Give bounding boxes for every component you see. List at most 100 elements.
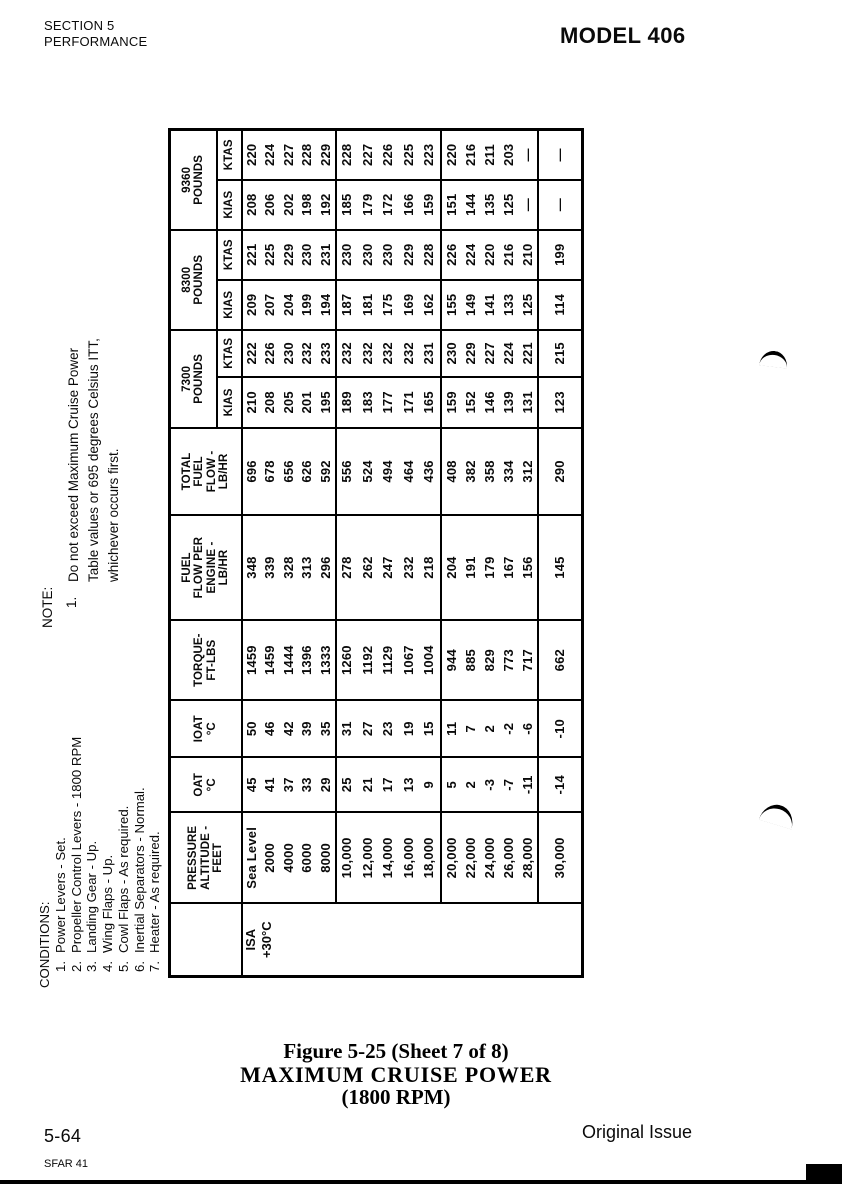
table-cell: 226 224 220 216 210 <box>440 229 538 280</box>
header-kias-9360: KIAS <box>216 179 242 230</box>
table-cell: -14 <box>537 757 583 813</box>
figure-title: MAXIMUM CRUISE POWER <box>240 1062 552 1087</box>
header-ktas-9360: KTAS <box>216 129 242 180</box>
header-kias-8300: KIAS <box>216 279 242 330</box>
condition-text: Landing Gear - Up. <box>84 840 100 953</box>
table-cell: 185 179 172 166 159 <box>336 179 441 230</box>
table-cell: 278 262 247 232 218 <box>336 515 441 621</box>
footer-page-number: 5-64 <box>44 1126 82 1146</box>
header-7300-pounds: 7300 POUNDS <box>169 329 217 428</box>
header-kias-7300: KIAS <box>216 376 242 428</box>
table-cell: -10 <box>537 700 583 758</box>
table-cell: 696 678 656 626 592 <box>241 427 336 515</box>
table-cell: 222 226 230 232 233 <box>241 329 336 377</box>
section-title: PERFORMANCE <box>44 34 148 49</box>
table-cell: 209 207 204 199 194 <box>241 279 336 330</box>
condition-number: 5. <box>115 961 131 972</box>
table-cell: 114 <box>537 279 583 330</box>
table-cell: 204 191 179 167 156 <box>440 515 538 621</box>
table-cell: 20,000 22,000 24,000 26,000 28,000 <box>440 812 538 904</box>
table-cell: 348 339 328 313 296 <box>241 515 336 621</box>
table-cell: 30,000 <box>537 812 583 904</box>
scan-edge-bar <box>0 1180 842 1184</box>
table-cell: 290 <box>537 427 583 515</box>
condition-number: 3. <box>84 961 100 972</box>
table-cell: 187 181 175 169 162 <box>336 279 441 330</box>
condition-number: 2. <box>68 961 84 972</box>
condition-text: Wing Flaps - Up. <box>100 854 116 953</box>
table-cell: 1459 1459 1444 1396 1333 <box>241 620 336 701</box>
condition-text: Cowl Flaps - As required. <box>115 805 131 953</box>
header-ktas-7300: KTAS <box>216 329 242 377</box>
table-cell: 50 46 42 39 35 <box>241 700 336 758</box>
condition-number: 4. <box>100 961 116 972</box>
table-cell: 45 41 37 33 29 <box>241 757 336 813</box>
table-cell: Sea Level 2000 4000 6000 8000 <box>241 812 336 904</box>
footer-issue: Original Issue <box>582 1122 693 1142</box>
table-cell: 151 144 135 125 — <box>440 179 538 230</box>
table-cell: 1260 1192 1129 1067 1004 <box>336 620 441 701</box>
table-cell: 208 206 202 198 192 <box>241 179 336 230</box>
condition-item: 5. Cowl Flaps - As required. <box>116 624 132 988</box>
table-cell: 408 382 358 334 312 <box>440 427 538 515</box>
table-cell: 10,000 12,000 14,000 16,000 18,000 <box>336 812 441 904</box>
scan-mark-arc <box>758 800 798 830</box>
cruise-power-table-rotated: PRESSURE ALTITUDE - FEET OAT °C IOAT °C … <box>168 128 584 978</box>
cruise-power-table: PRESSURE ALTITUDE - FEET OAT °C IOAT °C … <box>168 128 584 978</box>
table-cell: 215 <box>537 329 583 377</box>
table-cell: 189 183 177 171 165 <box>336 376 441 428</box>
footer-revision: SFAR 41 <box>44 1158 89 1170</box>
figure-caption: Figure 5-25 (Sheet 7 of 8) MAXIMUM CRUIS… <box>26 1040 766 1109</box>
note-item-number: 1. <box>64 596 79 608</box>
table-cell: 123 <box>537 376 583 428</box>
table-cell: — <box>537 129 583 180</box>
header-8300-pounds: 8300 POUNDS <box>169 229 217 330</box>
condition-number: 7. <box>147 961 163 972</box>
table-cell: 221 225 229 230 231 <box>241 229 336 280</box>
note-block: NOTE: 1. Do not exceed Maximum Cruise Po… <box>40 298 124 628</box>
table-cell: 31 27 23 19 15 <box>336 700 441 758</box>
scan-corner-mark <box>806 1164 842 1184</box>
table-cell: 155 149 141 133 125 <box>440 279 538 330</box>
isa-condition-cell: ISA +30°C <box>241 903 583 977</box>
table-cell: 210 208 205 201 195 <box>241 376 336 428</box>
condition-item: 6. Inertial Separators - Normal. <box>132 624 148 988</box>
table-cell: 199 <box>537 229 583 280</box>
note-item-text: Do not exceed Maximum Cruise Power Table… <box>66 338 121 582</box>
table-cell: 145 <box>537 515 583 621</box>
condition-text: Power Levers - Set. <box>53 837 68 953</box>
table-cell: — <box>537 179 583 230</box>
table-cell: 232 232 232 232 231 <box>336 329 441 377</box>
table-cell: 662 <box>537 620 583 701</box>
table-cell: 220 216 211 203 — <box>440 129 538 180</box>
table-cell: 25 21 17 13 9 <box>336 757 441 813</box>
header-oat: OAT °C <box>169 757 242 813</box>
condition-text: Inertial Separators - Normal. <box>131 787 147 953</box>
condition-text: Propeller Control Levers - 1800 RPM <box>68 736 84 953</box>
table-cell: 230 230 230 229 228 <box>336 229 441 280</box>
header-total-fuel-flow: TOTAL FUEL FLOW - LB/HR <box>169 427 242 515</box>
header-ktas-8300: KTAS <box>216 229 242 280</box>
table-cell: 5 2 -3 -7 -11 <box>440 757 538 813</box>
header-fuel-flow-per-engine: FUEL FLOW PER ENGINE - LB/HR <box>169 515 242 621</box>
corner-blank-cell <box>169 903 242 977</box>
condition-item: 2. Propeller Control Levers - 1800 RPM <box>69 624 85 988</box>
note-label: NOTE: <box>40 586 55 628</box>
table-cell: 228 227 226 225 223 <box>336 129 441 180</box>
condition-number: 6. <box>131 961 147 972</box>
table-cell: 230 229 227 224 221 <box>440 329 538 377</box>
conditions-block: CONDITIONS: 1. Power Levers - Set. 2. Pr… <box>36 624 163 988</box>
header-pressure-altitude: PRESSURE ALTITUDE - FEET <box>169 812 242 904</box>
header-9360-pounds: 9360 POUNDS <box>169 129 217 230</box>
condition-text: Heater - As required. <box>147 831 163 953</box>
table-cell: 159 152 146 139 131 <box>440 376 538 428</box>
section-header: SECTION 5 PERFORMANCE <box>44 18 147 50</box>
figure-subtitle: (1800 RPM) <box>341 1085 451 1109</box>
table-cell: 556 524 494 464 436 <box>336 427 441 515</box>
condition-item: 4. Wing Flaps - Up. <box>100 624 116 988</box>
section-number: SECTION 5 <box>44 18 115 33</box>
table-cell: 944 885 829 773 717 <box>440 620 538 701</box>
scan-mark-arc <box>759 349 789 369</box>
condition-item: 3. Landing Gear - Up. <box>84 624 100 988</box>
